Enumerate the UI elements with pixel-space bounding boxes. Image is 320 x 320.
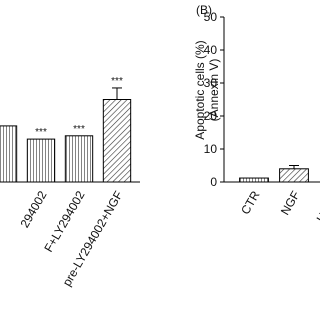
bar xyxy=(26,138,56,183)
significance: *** xyxy=(111,76,123,87)
bar xyxy=(102,99,132,183)
significance: *** xyxy=(35,127,47,138)
x-tick-label: NGF xyxy=(278,189,303,218)
bar xyxy=(279,168,309,183)
y-tick-label: 40 xyxy=(204,43,218,57)
y-tick-label: 0 xyxy=(210,175,217,189)
y-tick-label: 10 xyxy=(204,142,218,156)
bar xyxy=(64,135,94,183)
y-axis-title: (Annexin V) xyxy=(207,59,221,122)
bar xyxy=(0,125,18,183)
y-axis-title: Apoptotic cells (%) xyxy=(193,40,207,139)
y-tick-label: 20 xyxy=(204,109,218,123)
x-tick-label: CTR xyxy=(238,188,263,217)
significance: *** xyxy=(73,124,85,135)
panel-label: (B) xyxy=(196,3,212,17)
y-tick-label: 30 xyxy=(204,76,218,90)
x-tick-label: 294002 xyxy=(17,188,49,230)
bar xyxy=(239,177,269,183)
y-tick-label: 50 xyxy=(204,10,218,24)
x-tick-label: LY294 xyxy=(314,188,320,225)
